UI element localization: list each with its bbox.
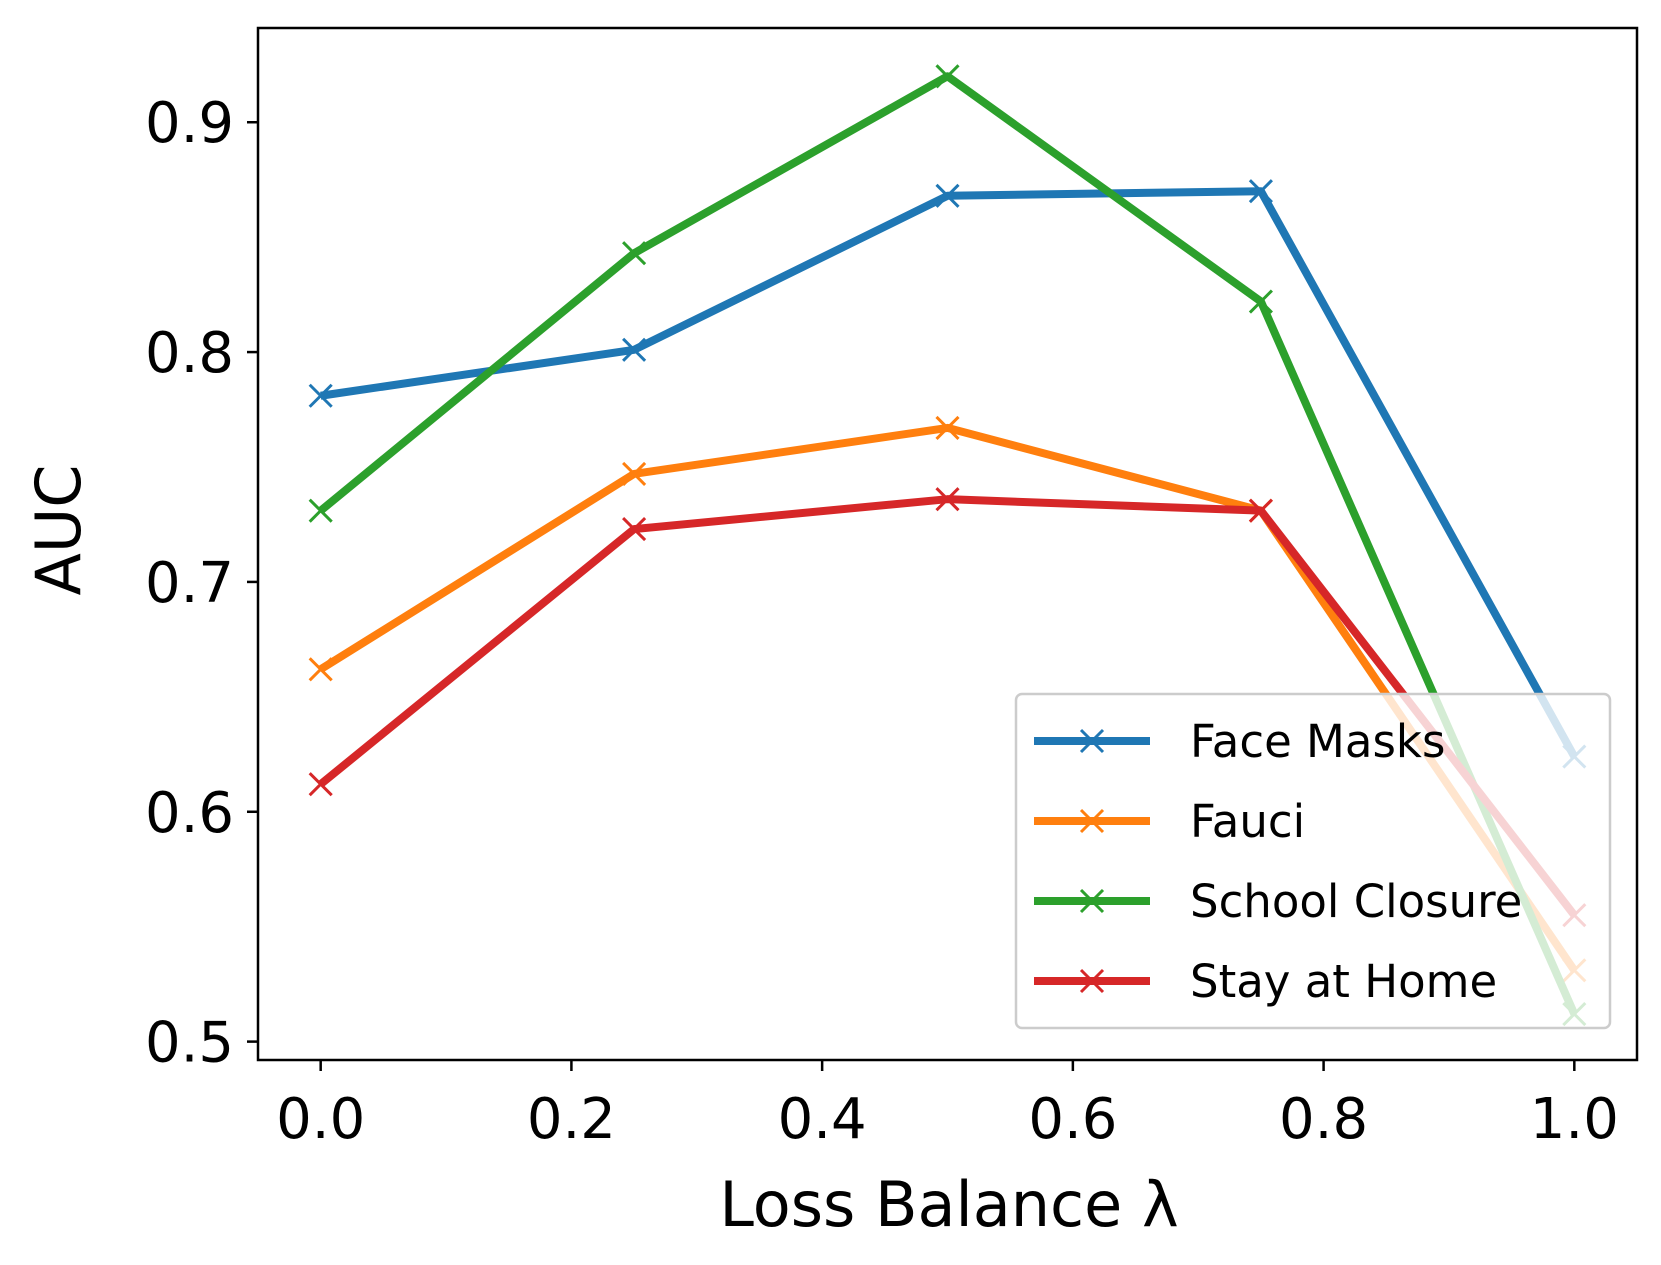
legend-box [1014, 692, 1612, 1030]
data-point-face-masks [935, 183, 960, 208]
data-point-school-closure [308, 498, 333, 523]
series-face-masks [308, 179, 1587, 769]
x-tick-label: 0.2 [527, 1087, 616, 1152]
x-axis-title: Loss Balance λ [719, 1168, 1178, 1241]
data-point-fauci [308, 657, 333, 682]
data-point-stay-at-home [622, 516, 647, 542]
legend: Face Masks Fauci School Closure Stay at Hom… [1014, 692, 1612, 1030]
y-axis-title: AUC [22, 464, 95, 595]
legend-marker-school-closure [1079, 888, 1105, 914]
data-point-face-masks [1248, 179, 1273, 204]
legend-label-school-closure: School Closure [1190, 875, 1522, 928]
data-point-school-closure [622, 241, 647, 266]
plot-area-frame [256, 26, 1639, 1062]
x-tick-label: 0.0 [276, 1087, 365, 1152]
data-point-fauci [622, 461, 647, 486]
y-tick-label: 0.9 [145, 91, 234, 156]
x-tick-label: 0.4 [778, 1087, 867, 1152]
legend-marker-stay-at-home [1079, 968, 1105, 994]
x-tick-label: 0.6 [1028, 1087, 1117, 1152]
y-tick-label: 0.8 [145, 321, 234, 386]
data-point-face-masks [622, 337, 647, 362]
ticks-layer: 0.0 0.2 0.4 0.6 0.8 1.0 0.5 0.6 0.7 0.8 0.9 [145, 91, 1619, 1152]
legend-marker-fauci [1079, 808, 1105, 834]
data-point-school-closure [935, 64, 960, 89]
data-point-stay-at-home [935, 487, 960, 512]
legend-marker-face-masks [1079, 728, 1105, 754]
legend-label-fauci: Fauci [1190, 795, 1305, 848]
data-point-school-closure [1248, 289, 1273, 314]
data-point-stay-at-home [1248, 498, 1273, 523]
x-tick-label: 0.8 [1279, 1087, 1368, 1152]
x-tick-label: 1.0 [1530, 1087, 1619, 1152]
data-point-fauci [935, 415, 960, 440]
y-tick-label: 0.6 [145, 781, 234, 846]
y-tick-label: 0.7 [145, 551, 234, 616]
series-layer [308, 64, 1587, 1027]
data-point-stay-at-home [308, 772, 333, 797]
data-point-face-masks [308, 383, 333, 408]
y-tick-label: 0.5 [145, 1011, 234, 1076]
legend-label-stay-at-home: Stay at Home [1190, 955, 1497, 1008]
legend-label-face-masks: Face Masks [1190, 715, 1445, 768]
